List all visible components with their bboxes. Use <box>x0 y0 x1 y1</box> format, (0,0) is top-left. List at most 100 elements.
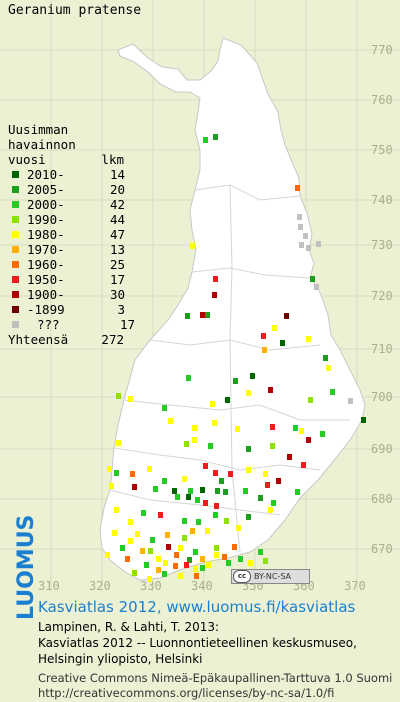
occurrence-dot <box>214 503 219 509</box>
occurrence-dot <box>223 489 228 495</box>
y-grid-label: 700 <box>371 390 393 404</box>
legend-item: ??? 17 <box>8 317 135 332</box>
legend-item: 1950- 17 <box>8 272 135 287</box>
occurrence-dot <box>268 387 273 393</box>
occurrence-dot <box>263 558 268 564</box>
kasviatlas-link[interactable]: Kasviatlas 2012, www.luomus.fi/kasviatla… <box>38 598 356 616</box>
occurrence-dot <box>306 437 311 443</box>
occurrence-dot <box>109 483 114 489</box>
legend-item-label: 2000- <box>27 197 65 212</box>
y-grid-label: 680 <box>371 492 393 506</box>
occurrence-dot <box>163 560 168 566</box>
occurrence-dot <box>188 488 193 494</box>
occurrence-dot <box>193 566 198 572</box>
region-borders <box>109 184 350 553</box>
legend-swatch <box>12 276 19 283</box>
occurrence-dot <box>135 531 140 537</box>
luomus-logo: LUOMUS <box>14 514 39 620</box>
occurrence-dot <box>120 545 125 551</box>
occurrence-dot <box>128 538 133 544</box>
occurrence-dot <box>162 478 167 484</box>
citation-line-3: Helsingin yliopisto, Helsinki <box>38 652 203 666</box>
occurrence-dot <box>114 507 119 513</box>
occurrence-dot <box>213 276 218 282</box>
occurrence-dot <box>178 545 183 551</box>
occurrence-dot <box>148 548 153 554</box>
occurrence-dot <box>210 401 215 407</box>
occurrence-dot <box>182 476 187 482</box>
occurrence-dot <box>228 471 233 477</box>
occurrence-dot <box>299 242 304 248</box>
occurrence-dot <box>174 552 179 558</box>
occurrence-dot <box>348 398 353 404</box>
legend-item: -1899 3 <box>8 302 135 317</box>
legend-total-count: 272 <box>101 332 124 347</box>
occurrence-dot <box>205 528 210 534</box>
legend-header-line-3: vuosi <box>8 152 46 167</box>
occurrence-dot <box>238 556 243 562</box>
occurrence-dot <box>323 355 328 361</box>
legend-item-label: 1900- <box>27 287 65 302</box>
occurrence-dot <box>203 137 208 143</box>
occurrence-dot <box>200 565 205 571</box>
x-grid-label: 330 <box>140 579 162 592</box>
occurrence-dot <box>195 497 200 503</box>
citation-line-2: Kasviatlas 2012 -- Luonnontieteellinen k… <box>38 636 357 650</box>
legend-swatch <box>12 306 19 313</box>
occurrence-dot <box>250 373 255 379</box>
legend-header: Uusimman havainnon vuosi lkm <box>8 122 135 167</box>
occurrence-dot <box>301 462 306 468</box>
occurrence-dot <box>140 548 145 554</box>
occurrence-dot <box>213 512 218 518</box>
legend-item-count: 42 <box>109 197 125 212</box>
legend-item: 1970- 13 <box>8 242 135 257</box>
occurrence-dot <box>299 428 304 434</box>
occurrence-dot <box>165 532 170 538</box>
legend-item-count: 20 <box>109 182 125 197</box>
occurrence-dot <box>246 390 251 396</box>
y-grid-label: 710 <box>371 342 393 356</box>
occurrence-dot <box>147 576 152 582</box>
cc-license-badge[interactable]: cc BY-NC-SA <box>231 569 310 584</box>
occurrence-dot <box>246 514 251 520</box>
occurrence-dot <box>125 556 130 562</box>
occurrence-dot <box>186 375 191 381</box>
occurrence-dot <box>196 519 201 525</box>
occurrence-dot <box>226 560 231 566</box>
legend-item: 2010- 14 <box>8 167 135 182</box>
legend-item-label: ??? <box>37 317 60 332</box>
occurrence-dot <box>147 466 152 472</box>
occurrence-dot <box>236 525 241 531</box>
legend-swatch <box>12 261 19 268</box>
occurrence-dot <box>141 510 146 516</box>
occurrence-dot <box>156 556 161 562</box>
occurrence-dot <box>175 494 180 500</box>
occurrence-dot <box>128 519 133 525</box>
legend-item-label: -1899 <box>27 302 65 317</box>
occurrence-dot <box>213 470 218 476</box>
occurrence-dot <box>200 487 205 493</box>
occurrence-dot <box>272 325 277 331</box>
legend-item-label: 2005- <box>27 182 65 197</box>
occurrence-dot <box>246 446 251 452</box>
occurrence-dot <box>205 312 210 318</box>
legend-swatch <box>12 246 19 253</box>
occurrence-dot <box>314 284 319 290</box>
occurrence-dot <box>158 512 163 518</box>
x-grid-label: 340 <box>191 579 213 592</box>
legend-swatch <box>12 231 19 238</box>
occurrence-dot <box>132 570 137 576</box>
legend-swatch <box>12 216 19 223</box>
occurrence-dot <box>172 488 177 494</box>
license-url[interactable]: http://creativecommons.org/licenses/by-n… <box>38 686 335 700</box>
legend-item-count: 17 <box>109 272 125 287</box>
occurrence-dot <box>262 347 267 353</box>
occurrence-dot <box>265 482 270 488</box>
occurrence-dot <box>225 397 230 403</box>
occurrence-dot <box>248 560 253 566</box>
legend-rows: 2010- 14 2005- 20 2000- 42 1990- 44 1980- 47 1970-… <box>8 167 135 332</box>
occurrence-dot <box>214 545 219 551</box>
cc-logo-icon: cc <box>233 570 251 583</box>
legend-item-count: 30 <box>109 287 125 302</box>
legend-swatch <box>12 201 19 208</box>
